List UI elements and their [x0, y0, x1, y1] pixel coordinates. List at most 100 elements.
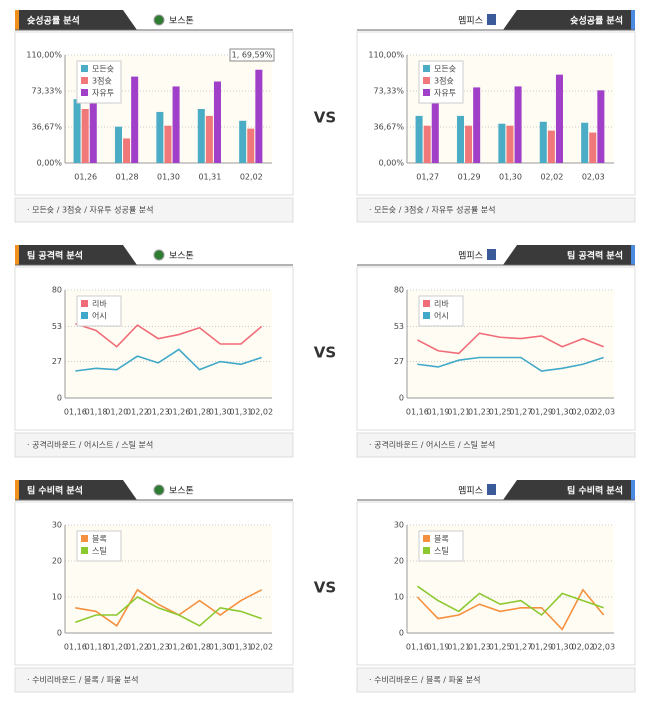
- team-name: 멤피스: [458, 251, 483, 262]
- header-accent: [631, 245, 635, 265]
- team-logo: [487, 249, 496, 260]
- header-title: 팀 공격력 분석: [567, 250, 623, 262]
- x-tick-label: 01,26: [74, 173, 97, 182]
- header-accent: [15, 10, 19, 30]
- x-tick-label: 01,26: [167, 408, 190, 417]
- legend-swatch: [81, 77, 88, 84]
- line: [75, 596, 262, 627]
- footnote: · 수비리바운드 / 블록 / 파울 분석: [27, 675, 139, 685]
- bar: [423, 125, 431, 163]
- header-tab: [15, 480, 137, 500]
- y-tick-label: 36,67%: [31, 122, 62, 131]
- bar: [581, 122, 589, 163]
- x-tick-label: 01,16: [64, 643, 87, 652]
- line: [75, 348, 262, 372]
- x-tick-label: 01,30: [551, 408, 574, 417]
- legend-swatch: [81, 535, 88, 542]
- x-tick-label: 01,16: [64, 408, 87, 417]
- y-tick-label: 80: [52, 286, 62, 295]
- footer: [14, 197, 294, 223]
- y-tick-label: 80: [394, 286, 404, 295]
- x-tick-label: 01,30: [209, 408, 232, 417]
- legend-label: 스틸: [92, 546, 107, 556]
- footer: [356, 432, 636, 458]
- bar: [456, 115, 464, 163]
- bar: [415, 115, 423, 163]
- x-tick-label: 01,18: [85, 408, 108, 417]
- x-tick-label: 02,03: [592, 408, 615, 417]
- bar: [156, 111, 164, 163]
- bar: [123, 138, 131, 163]
- x-tick-label: 01,29: [530, 643, 553, 652]
- footnote: · 공격리바운드 / 어시스트 / 스틸 분석: [369, 440, 495, 450]
- y-tick-label: 0,00%: [37, 159, 63, 168]
- x-tick-label: 01,29: [458, 173, 481, 182]
- y-tick-label: 0,00%: [379, 159, 405, 168]
- y-tick-label: 0: [399, 629, 404, 638]
- footnote: · 공격리바운드 / 어시스트 / 스틸 분석: [27, 440, 153, 450]
- team-name: 멤피스: [458, 16, 483, 27]
- legend-label: 리바: [92, 299, 107, 309]
- x-tick-label: 01,27: [509, 643, 532, 652]
- bar: [473, 87, 481, 163]
- footer: [14, 667, 294, 693]
- header-accent: [15, 480, 19, 500]
- y-tick-label: 30: [52, 521, 62, 530]
- footnote: · 모든슛 / 3점슛 / 자유투 성공률 분석: [369, 205, 496, 215]
- bar: [164, 125, 172, 163]
- team-name: 보스톤: [169, 251, 194, 262]
- x-tick-label: 01,23: [147, 643, 170, 652]
- x-tick-label: 01,20: [105, 408, 128, 417]
- bar: [73, 99, 81, 163]
- legend-swatch: [423, 89, 430, 96]
- legend-label: 자유투: [92, 89, 114, 98]
- x-tick-label: 01,30: [551, 643, 574, 652]
- bar: [597, 90, 605, 163]
- line: [416, 585, 604, 617]
- x-tick-label: 01,21: [447, 408, 470, 417]
- x-tick-label: 01,28: [188, 643, 211, 652]
- vs-label: VS: [314, 344, 336, 362]
- footnote: · 모든슛 / 3점슛 / 자유투 성공률 분석: [27, 205, 154, 215]
- legend-label: 블록: [434, 534, 449, 544]
- header-tab: [15, 10, 137, 30]
- team-logo: [153, 249, 165, 261]
- line: [417, 356, 604, 372]
- team-name: 보스톤: [169, 486, 194, 497]
- team-name: 보스톤: [169, 16, 194, 27]
- legend-swatch: [423, 312, 430, 319]
- bar: [539, 121, 547, 163]
- legend-label: 3점슛: [92, 76, 112, 86]
- bar: [589, 132, 597, 163]
- y-tick-label: 73,33%: [31, 87, 62, 96]
- team-logo: [487, 484, 496, 495]
- x-tick-label: 01,31: [229, 408, 252, 417]
- bar: [213, 81, 221, 163]
- bar: [506, 125, 514, 163]
- header-title: 팀 공격력 분석: [27, 250, 83, 262]
- x-tick-label: 01,22: [126, 643, 149, 652]
- y-tick-label: 27: [394, 357, 404, 366]
- bar: [205, 115, 213, 163]
- bar: [465, 125, 473, 163]
- bar: [247, 128, 255, 163]
- bar: [131, 76, 139, 163]
- x-tick-label: 01,31: [229, 643, 252, 652]
- y-tick-label: 0: [399, 394, 404, 403]
- x-tick-label: 01,27: [509, 408, 532, 417]
- legend-label: 모든슛: [92, 65, 114, 74]
- x-tick-label: 01,18: [85, 643, 108, 652]
- bar: [498, 123, 506, 163]
- legend-label: 모든슛: [434, 65, 456, 74]
- header-tab: [503, 480, 635, 500]
- x-tick-label: 02,02: [571, 408, 594, 417]
- footer: [356, 197, 636, 223]
- y-tick-label: 27: [52, 357, 62, 366]
- y-tick-label: 10: [52, 593, 62, 602]
- x-tick-label: 01,30: [157, 173, 180, 182]
- y-tick-label: 0: [57, 394, 62, 403]
- header-title: 슛성공률 분석: [570, 15, 623, 27]
- x-tick-label: 02,02: [571, 643, 594, 652]
- line: [416, 332, 604, 355]
- legend-label: 3점슛: [434, 76, 454, 86]
